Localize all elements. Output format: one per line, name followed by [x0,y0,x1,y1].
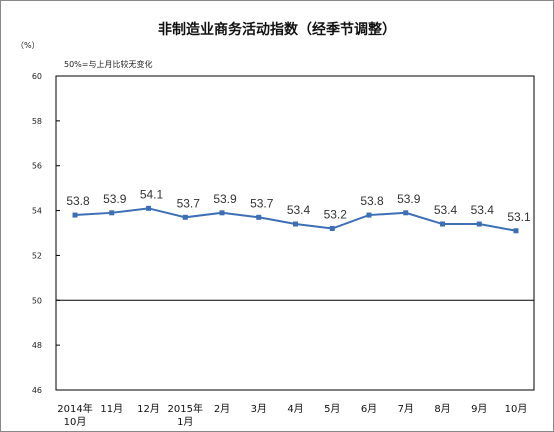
data-point-label: 53.9 [103,192,127,206]
x-tick-label: 4月 [287,403,303,415]
y-tick-label: 60 [32,72,42,81]
data-point-marker [146,205,151,211]
x-tick-label: 11月 [100,403,123,415]
x-tick-label: 12月 [137,403,160,415]
x-tick-label: 7月 [398,403,414,415]
x-tick-label: 3月 [251,403,267,415]
data-point-marker [72,212,78,218]
data-point-marker [109,210,115,216]
y-axis-unit: （%） [16,41,40,50]
y-tick-label: 46 [32,386,42,395]
data-point-marker [513,228,519,234]
x-tick-label: 2014年 [57,402,92,415]
x-tick-label: 1月 [177,416,193,428]
chart-annotation: 50%=与上月比较无变化 [64,59,152,69]
data-point-label: 53.9 [397,192,421,206]
x-tick-label: 9月 [471,403,487,415]
chart-title: 非制造业商务活动指数（经季节调整） [158,21,396,38]
x-tick-label: 8月 [434,403,450,415]
x-tick-label: 10月 [64,416,87,428]
data-point-label: 53.4 [287,203,311,217]
y-tick-label: 56 [32,162,42,171]
x-tick-label: 5月 [324,403,340,415]
data-point-label: 53.1 [507,210,531,224]
data-point-marker [182,214,188,220]
y-tick-label: 58 [32,117,42,126]
data-point-marker [256,214,262,220]
data-point-label: 53.8 [66,194,90,208]
data-point-marker [366,212,372,218]
data-point-label: 53.8 [360,194,384,208]
x-tick-label: 2月 [214,403,230,415]
x-tick-label: 10月 [505,403,528,415]
data-point-label: 54.1 [140,187,164,201]
series-markers [72,205,519,234]
data-labels: 53.8 53.9 54.1 53.7 53.9 53.7 53.4 53.2 53.8 53.9… [66,187,531,223]
data-point-label: 53.9 [213,192,237,206]
plot-area [55,75,535,391]
data-point-label: 53.4 [434,203,458,217]
data-point-marker [476,221,482,227]
data-point-label: 53.2 [324,208,348,222]
data-point-label: 53.7 [177,196,201,210]
y-tick-label: 48 [32,341,42,350]
data-point-marker [293,221,298,227]
y-tick-label: 54 [32,207,42,216]
y-axis: 46 48 50 52 54 56 58 60 [32,72,60,395]
data-point-marker [219,210,225,216]
x-tick-label: 2015年 [168,402,203,415]
data-point-label: 53.4 [471,203,495,217]
data-point-label: 53.7 [250,196,274,210]
data-point-marker [329,226,335,232]
y-tick-label: 50 [32,296,42,305]
data-point-marker [403,210,409,216]
x-tick-label: 6月 [361,403,377,415]
y-tick-label: 52 [32,251,42,260]
data-point-marker [440,221,445,227]
